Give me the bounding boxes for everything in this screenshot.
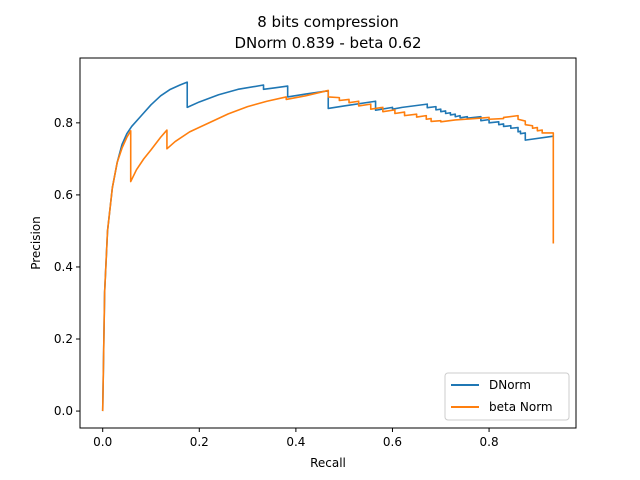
y-axis-ticks: 0.0 0.2 0.4 0.6 0.8	[54, 116, 80, 418]
series-line-beta-norm	[101, 89, 555, 412]
y-tick-label: 0.4	[54, 260, 73, 274]
x-tick-label: 0.8	[480, 435, 499, 449]
x-axis-ticks: 0.0 0.2 0.4 0.6 0.8	[93, 428, 499, 449]
legend: DNorm beta Norm	[444, 372, 570, 421]
legend-label-beta-norm: beta Norm	[489, 400, 553, 414]
y-tick-label: 0.0	[54, 404, 73, 418]
plot-lines	[101, 81, 555, 412]
y-tick-label: 0.8	[54, 116, 73, 130]
series-line-dnorm	[101, 81, 554, 412]
y-axis-label: Precision	[29, 216, 43, 270]
x-axis-label: Recall	[310, 456, 346, 470]
chart-subtitle: DNorm 0.839 - beta 0.62	[234, 34, 421, 52]
x-tick-label: 0.4	[286, 435, 305, 449]
x-tick-label: 0.2	[190, 435, 209, 449]
y-tick-label: 0.2	[54, 332, 73, 346]
y-tick-label: 0.6	[54, 188, 73, 202]
plot-frame	[79, 57, 577, 429]
x-tick-label: 0.0	[93, 435, 112, 449]
chart-title: 8 bits compression	[257, 13, 399, 31]
x-tick-label: 0.6	[383, 435, 402, 449]
legend-label-dnorm: DNorm	[489, 378, 531, 392]
